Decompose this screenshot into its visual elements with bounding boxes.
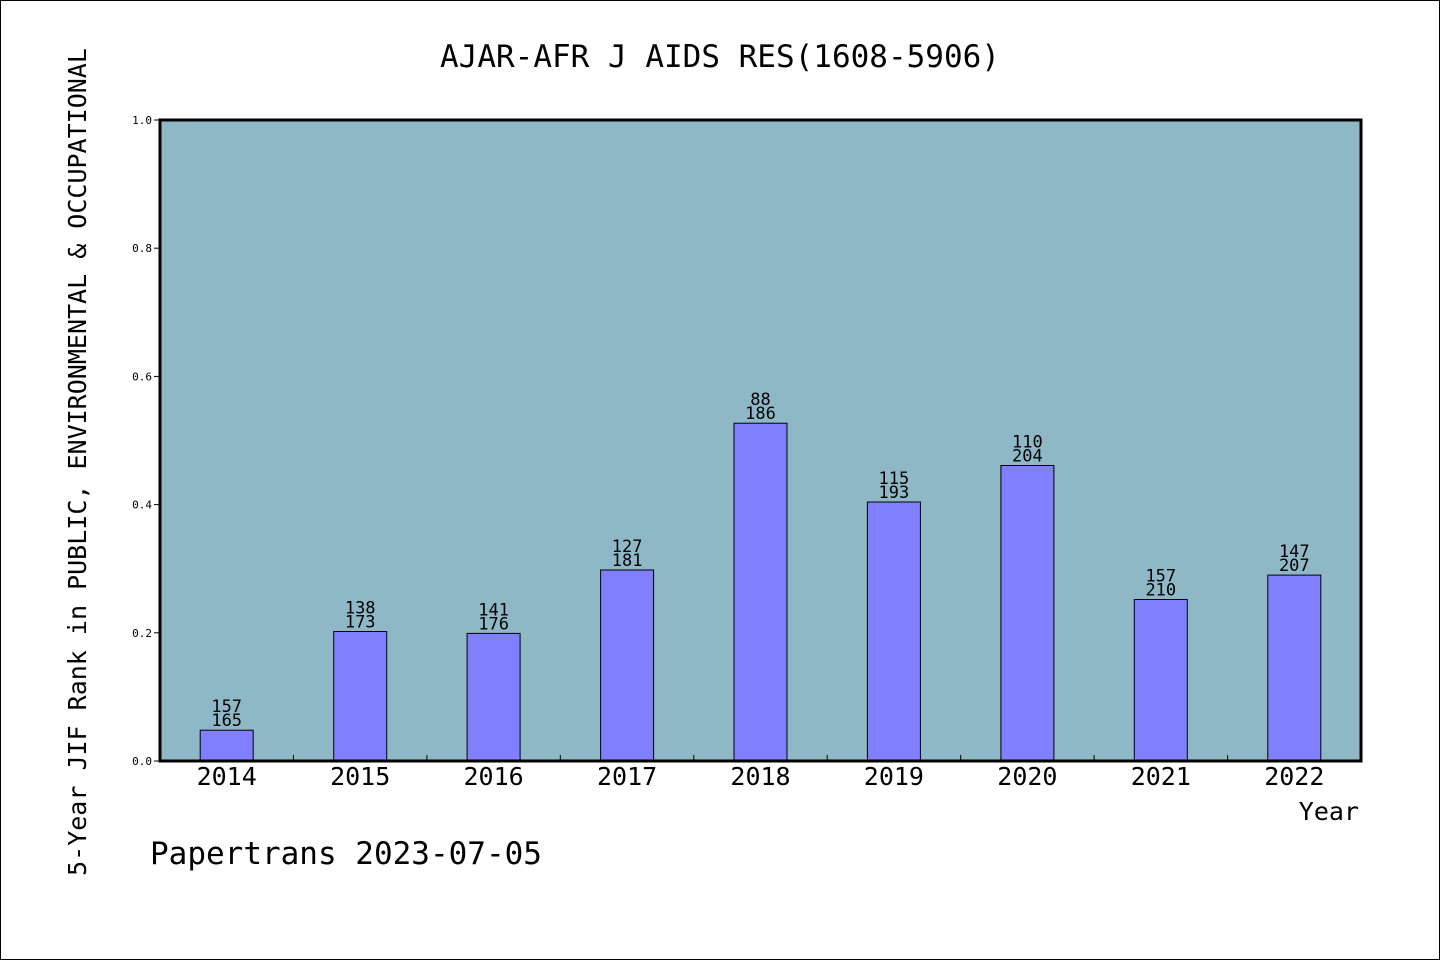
bar-total-label-2017: 181 (612, 551, 643, 571)
bar-2021 (1133, 599, 1188, 762)
bar-2014 (199, 729, 254, 762)
credit-text: Papertrans 2023-07-05 (150, 836, 542, 872)
bar-rank-label-2019: 115 (879, 469, 910, 489)
bar-rank-label-2021: 157 (1145, 567, 1176, 587)
bar-total-label-2019: 193 (879, 483, 910, 503)
y-tick-label: 0.8 (132, 242, 152, 255)
bar-total-label-2018: 186 (745, 404, 776, 424)
bar-2020 (1000, 465, 1055, 762)
bar-labels-group: 1571651381731411761271818818611519311020… (211, 390, 1309, 731)
bar-total-label-2022: 207 (1279, 556, 1310, 576)
bar-2022 (1267, 574, 1322, 762)
x-tick-label-2016: 2016 (463, 762, 523, 791)
x-axis: 2014 2015 2016 2017 2018 2019 2020 2021 2022 (197, 755, 1324, 791)
y-tick-label: 0.6 (132, 370, 152, 383)
x-tick-label-2017: 2017 (597, 762, 657, 791)
y-tick-label: 0.2 (132, 627, 152, 640)
x-axis-title: Year (1299, 797, 1359, 826)
bar-total-label-2016: 176 (478, 614, 509, 634)
bar-total-label-2014: 165 (211, 711, 242, 731)
bar-rank-label-2015: 138 (345, 599, 376, 619)
x-tick-label-2018: 2018 (730, 762, 790, 791)
bar-rank-label-2016: 141 (478, 600, 509, 620)
plot-border (158, 118, 1363, 763)
x-tick-label-2019: 2019 (864, 762, 924, 791)
bar-total-label-2015: 173 (345, 613, 376, 633)
bar-2016 (466, 632, 521, 762)
x-tick-label-2022: 2022 (1264, 762, 1324, 791)
bar-2015 (333, 631, 388, 762)
y-tick-label: 1.0 (132, 114, 152, 127)
bar-rank-label-2018: 88 (750, 390, 770, 410)
y-tick-label: 0.4 (132, 499, 152, 512)
bars-group (199, 422, 1322, 762)
bar-rank-label-2014: 157 (211, 697, 242, 717)
chart-title: AJAR-AFR J AIDS RES(1608-5906) (440, 39, 1000, 75)
x-tick-label-2021: 2021 (1131, 762, 1191, 791)
bar-rank-label-2020: 110 (1012, 433, 1043, 453)
y-axis: 0.0 0.2 0.4 0.6 0.8 1.0 (132, 114, 160, 768)
y-tick-label: 0.0 (132, 755, 152, 768)
bar-2019 (866, 501, 921, 762)
bar-2017 (600, 569, 655, 762)
bar-rank-label-2017: 127 (612, 537, 643, 557)
bar-2018 (733, 422, 788, 762)
x-tick-label-2020: 2020 (997, 762, 1057, 791)
bar-total-label-2020: 204 (1012, 447, 1043, 467)
y-axis-title: 5-Year JIF Rank in PUBLIC, ENVIRONMENTAL… (63, 48, 92, 876)
x-tick-label-2015: 2015 (330, 762, 390, 791)
bar-rank-label-2022: 147 (1279, 542, 1310, 562)
x-tick-label-2014: 2014 (197, 762, 257, 791)
bar-total-label-2021: 210 (1145, 581, 1176, 601)
